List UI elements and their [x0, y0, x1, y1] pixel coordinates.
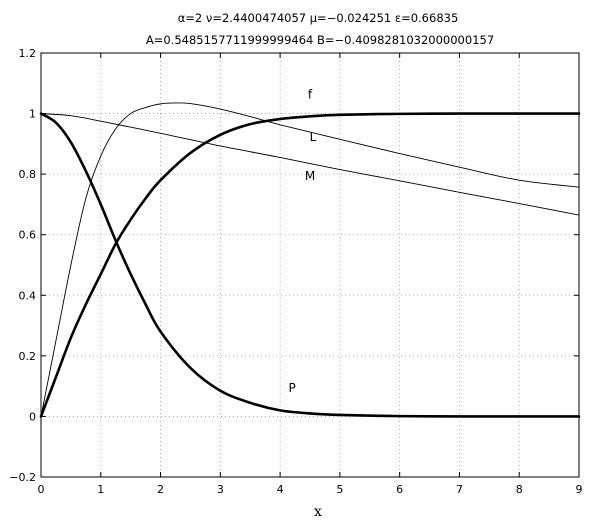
curve-labels: f L M P — [288, 87, 316, 395]
x-tick-label: 2 — [157, 483, 164, 496]
series-group — [39, 102, 581, 418]
x-tick-label: 7 — [456, 483, 463, 496]
plot-frame — [40, 52, 580, 478]
y-tick-label: 0.4 — [19, 289, 37, 302]
x-tick-label: 0 — [38, 483, 45, 496]
series-line-P — [39, 112, 581, 418]
x-tick-label: 1 — [97, 483, 104, 496]
y-tick-label: 0.2 — [19, 350, 37, 363]
series-line-f — [39, 112, 581, 418]
x-tick-label: 5 — [336, 483, 343, 496]
y-tick-label: 0 — [29, 410, 36, 423]
x-tick-label: 6 — [396, 483, 403, 496]
y-tick-label: 0.8 — [19, 168, 37, 181]
x-tick-label: 4 — [277, 483, 284, 496]
y-tick-label: 1 — [29, 108, 36, 121]
curve-label-L: L — [310, 130, 317, 144]
curve-label-f: f — [308, 87, 313, 101]
y-tick-label: −0.2 — [9, 471, 36, 484]
chart-title-line2: A=0.5485157711999999464 B=−0.40982810320… — [146, 33, 494, 47]
y-tick-label: 0.6 — [19, 229, 37, 242]
chart-title-line1: α=2 ν=2.4400474057 μ=−0.024251 ε=0.66835 — [178, 11, 459, 25]
x-tick-label: 8 — [516, 483, 523, 496]
x-tick-label: 9 — [576, 483, 583, 496]
series-line-M — [40, 113, 580, 216]
x-axis-label: x — [314, 504, 322, 520]
curve-label-P: P — [288, 381, 295, 395]
y-tick-label: 1.2 — [19, 47, 37, 60]
series-line-L — [40, 102, 580, 417]
x-tick-label: 3 — [217, 483, 224, 496]
axes: 0 1 2 3 4 5 6 7 8 9−0.200.20.40.60.811.2 — [9, 47, 582, 496]
curve-label-M: M — [305, 169, 315, 183]
